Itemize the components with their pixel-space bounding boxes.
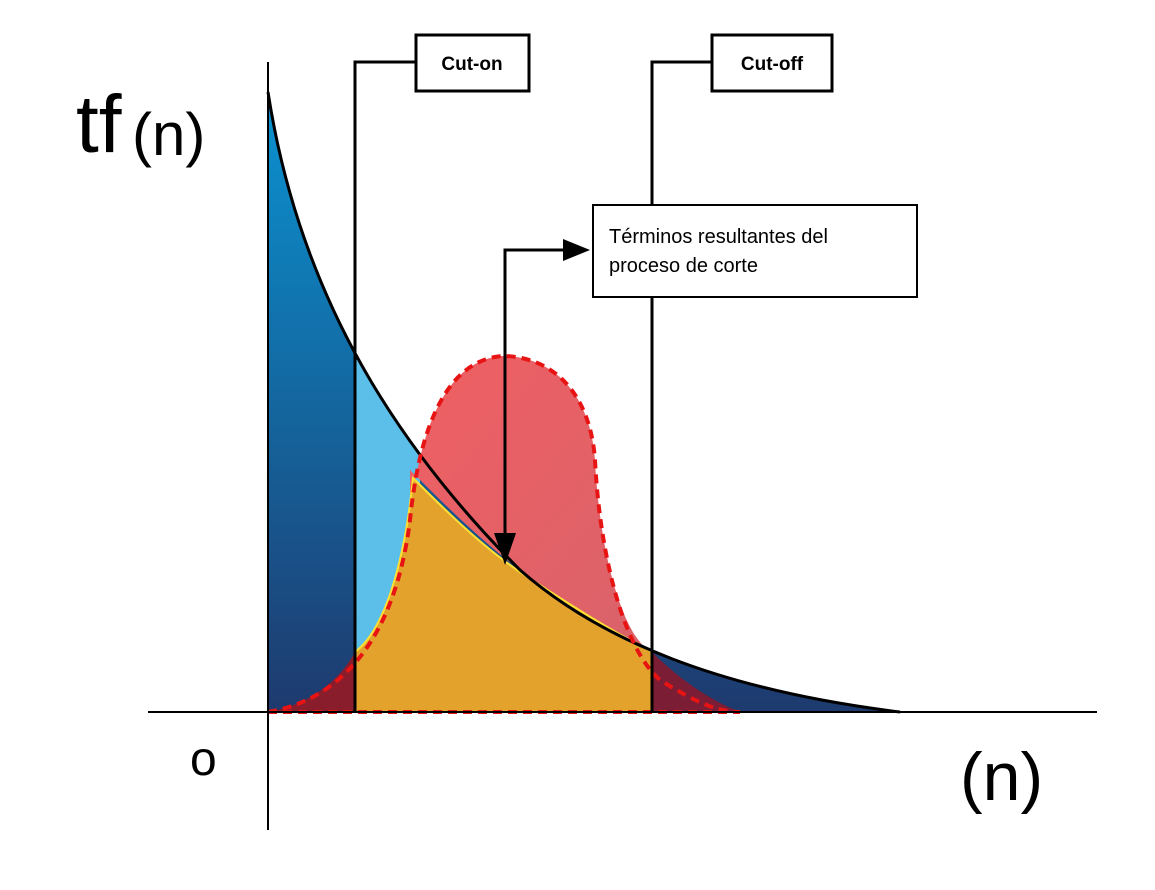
origin-label: o xyxy=(190,733,217,786)
annotation-line2: proceso de corte xyxy=(609,255,758,277)
arrow-head-down xyxy=(494,533,516,565)
resulting-terms-area xyxy=(354,475,653,713)
cut-off-box xyxy=(710,33,834,93)
y-axis-label-sub: (n) xyxy=(132,101,205,168)
bell-curve-outline xyxy=(267,353,741,714)
cut-on-label: Cut-on xyxy=(441,54,502,75)
overlap-right-region xyxy=(652,652,740,712)
annotation-box xyxy=(592,204,918,298)
x-axis-label: (n) xyxy=(960,739,1043,815)
decay-curve-line xyxy=(266,91,901,714)
cut-off-line xyxy=(650,60,712,712)
cut-off-label: Cut-off xyxy=(741,54,804,75)
cut-on-line xyxy=(353,60,416,712)
annotation-connector xyxy=(503,248,565,540)
y-axis-label-main: tf xyxy=(76,79,122,170)
bell-curve-area xyxy=(410,356,652,652)
overlap-left-region xyxy=(268,652,355,712)
cut-on-box xyxy=(414,33,531,93)
annotation-line1: Términos resultantes del xyxy=(609,226,828,248)
arrow-head-right xyxy=(563,239,590,261)
